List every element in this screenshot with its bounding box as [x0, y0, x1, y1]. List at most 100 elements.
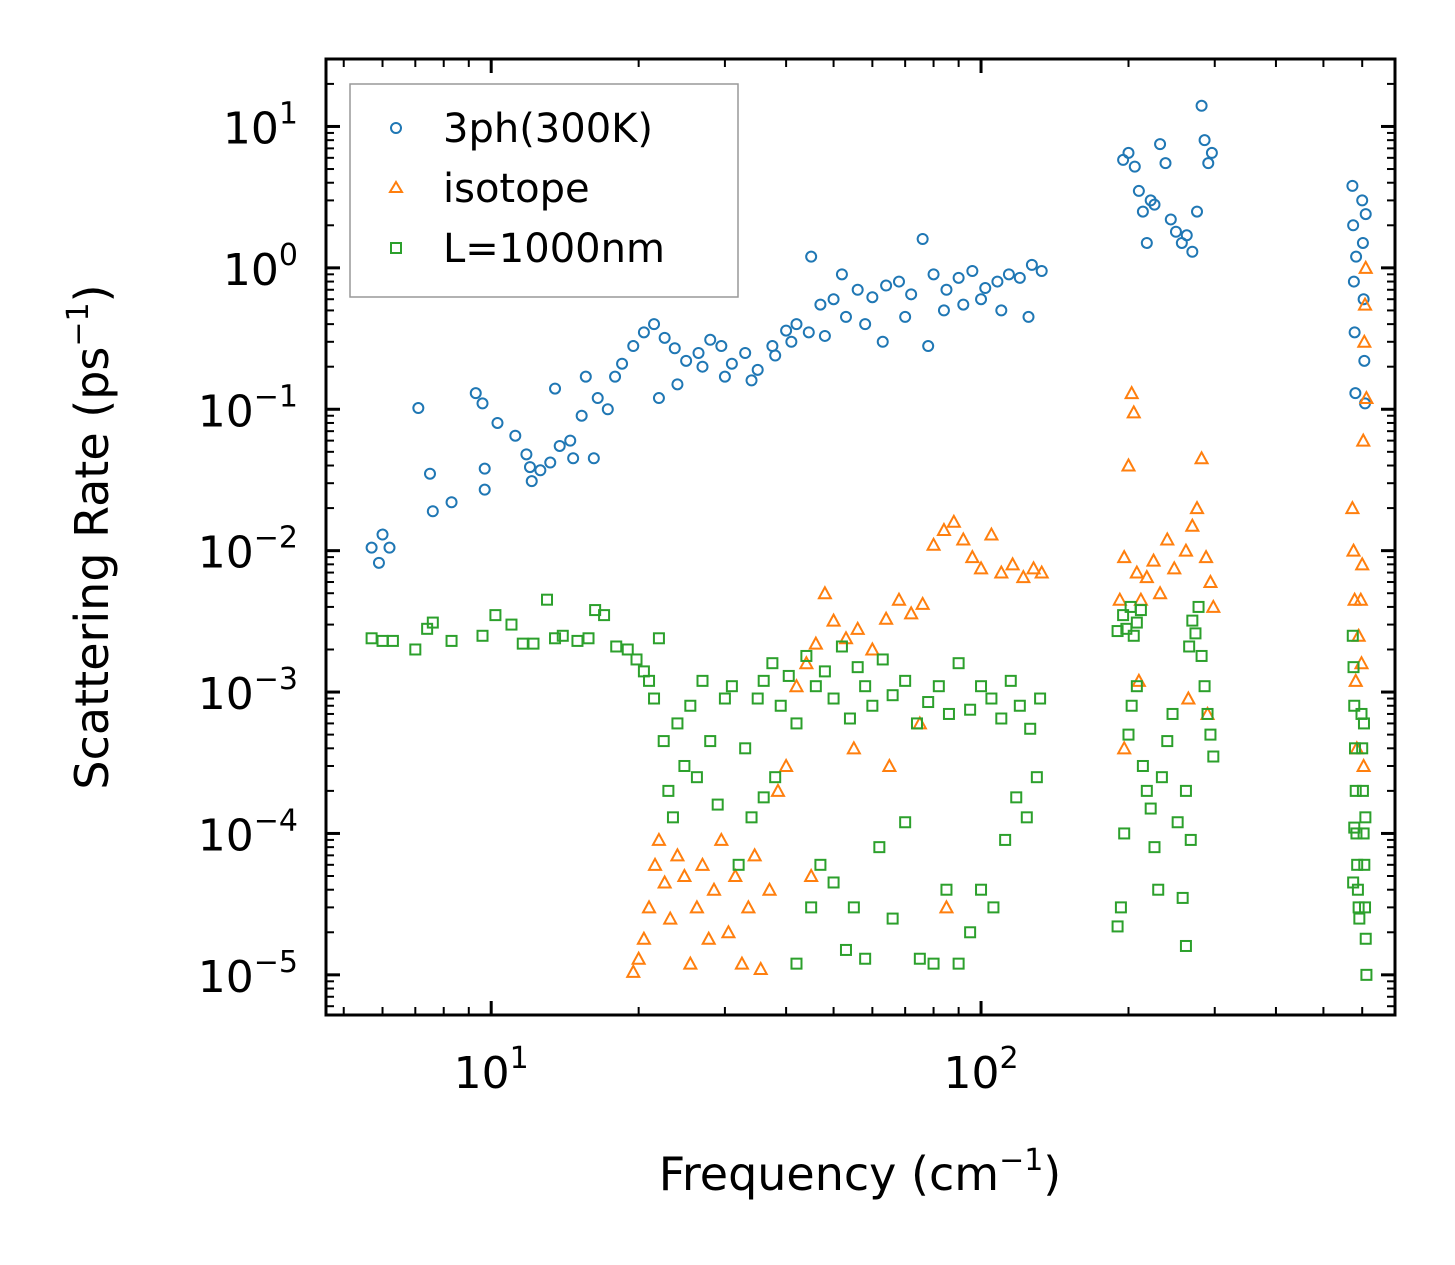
- data-point: [942, 707, 955, 720]
- data-point: [445, 496, 458, 509]
- legend-entry-isotope: isotope: [388, 166, 590, 212]
- data-point: [491, 416, 504, 429]
- data-point: [891, 591, 907, 606]
- data-point: [878, 610, 894, 625]
- data-point: [1034, 564, 1050, 579]
- data-point: [676, 867, 693, 883]
- data-point: [718, 370, 731, 383]
- data-point: [1359, 811, 1372, 824]
- data-point: [940, 883, 953, 896]
- data-point: [1348, 326, 1361, 339]
- data-point: [952, 657, 965, 670]
- data-point: [1344, 500, 1361, 515]
- data-point: [809, 680, 822, 693]
- data-point: [525, 475, 538, 488]
- data-point: [1128, 160, 1141, 173]
- data-point: [1030, 771, 1043, 784]
- data-point: [1120, 622, 1133, 635]
- data-point: [1198, 134, 1211, 147]
- data-point: [1205, 598, 1222, 613]
- y-axis-label: Scattering Rate (ps−1): [61, 284, 119, 789]
- data-point: [866, 699, 879, 712]
- data-point: [1358, 858, 1371, 871]
- data-point: [876, 335, 889, 348]
- data-point: [556, 629, 569, 642]
- data-point: [798, 655, 815, 670]
- data-point: [805, 901, 818, 914]
- x-tick-label: 101: [454, 1041, 529, 1099]
- data-point: [549, 632, 562, 645]
- data-point: [1349, 387, 1362, 400]
- data-point: [1358, 259, 1374, 274]
- data-point: [666, 811, 679, 824]
- data-point: [1347, 876, 1360, 889]
- data-point: [426, 616, 439, 629]
- data-point: [1120, 457, 1137, 472]
- legend: 3ph(300K) isotope L=1000nm: [349, 83, 739, 298]
- data-point: [1002, 268, 1015, 281]
- data-point: [1169, 225, 1182, 238]
- data-point: [850, 620, 866, 635]
- y-tick-labels: 101 100 10−1 10−2 10−3 10−4 10−5: [198, 96, 298, 1002]
- data-point: [706, 881, 722, 896]
- data-point: [1346, 629, 1359, 642]
- series-layer: [365, 99, 1375, 981]
- data-point: [1355, 432, 1371, 447]
- data-point: [805, 250, 818, 263]
- data-point: [1201, 707, 1214, 720]
- data-point: [946, 513, 962, 528]
- data-point: [689, 899, 705, 914]
- data-point: [1130, 616, 1143, 629]
- data-point: [527, 637, 540, 650]
- data-point: [1161, 735, 1174, 748]
- data-point: [1111, 920, 1124, 933]
- data-point: [694, 856, 711, 871]
- data-point: [1116, 549, 1132, 564]
- data-point: [409, 643, 422, 656]
- data-point: [643, 674, 656, 687]
- data-point: [1132, 184, 1145, 197]
- data-point: [827, 876, 840, 889]
- data-point: [571, 634, 584, 647]
- data-point: [1353, 591, 1369, 606]
- data-point: [859, 680, 872, 693]
- data-point: [1134, 604, 1147, 617]
- data-point: [788, 678, 805, 693]
- data-point: [1152, 585, 1168, 600]
- data-point: [1176, 891, 1189, 904]
- data-point: [827, 692, 840, 705]
- data-point: [1357, 293, 1370, 306]
- data-point: [544, 456, 557, 469]
- data-point: [957, 298, 970, 311]
- data-point: [1205, 146, 1218, 159]
- legend-label-boundary: L=1000nm: [443, 226, 665, 272]
- data-point: [651, 831, 667, 846]
- data-point: [991, 275, 1004, 288]
- x-axis-label: Frequency (cm−1): [659, 1143, 1062, 1201]
- data-point: [938, 899, 955, 914]
- y-tick-label: 10−5: [198, 945, 298, 1003]
- data-point: [1035, 265, 1048, 278]
- legend-marker-circle: [390, 122, 402, 134]
- data-point: [668, 342, 681, 355]
- data-point: [715, 340, 728, 353]
- y-tick-label: 10−1: [198, 379, 298, 437]
- data-point: [1357, 827, 1370, 840]
- data-point: [1356, 194, 1369, 207]
- data-point: [549, 382, 562, 395]
- data-point: [866, 291, 879, 304]
- data-point: [1350, 250, 1363, 263]
- data-point: [839, 943, 852, 956]
- data-point: [621, 643, 634, 656]
- data-point: [372, 556, 385, 569]
- data-point: [575, 409, 588, 422]
- data-point: [886, 912, 899, 925]
- series-1: [625, 259, 1375, 978]
- data-point: [1004, 556, 1021, 571]
- data-point: [790, 957, 803, 970]
- data-point: [937, 304, 950, 317]
- data-point: [1195, 99, 1208, 112]
- data-point: [846, 740, 862, 755]
- data-point: [1347, 661, 1360, 674]
- data-point: [1034, 692, 1047, 705]
